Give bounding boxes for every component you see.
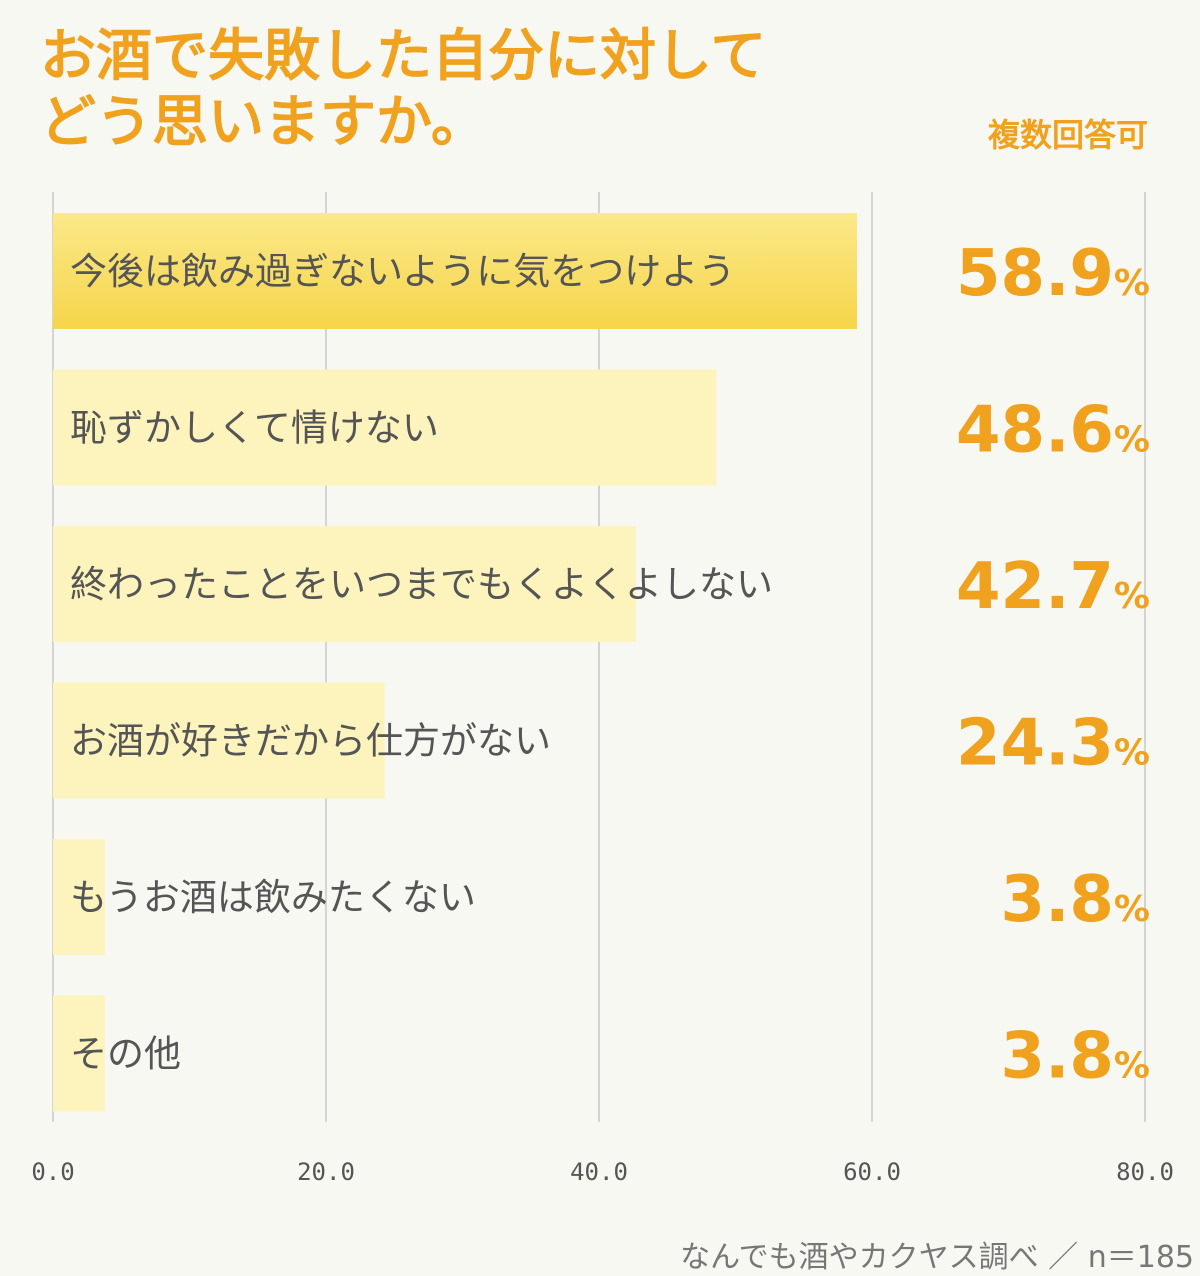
x-tick-label: 20.0	[297, 1158, 355, 1186]
bar	[53, 369, 717, 486]
category-label: お酒が好きだから仕方がない	[70, 720, 551, 763]
x-tick-label: 80.0	[1116, 1158, 1174, 1186]
bar	[53, 526, 636, 642]
x-tick-label: 0.0	[31, 1158, 74, 1186]
bar	[53, 682, 385, 799]
chart-title-line-1: お酒で失敗した自分に対して	[40, 24, 767, 89]
category-label: 今後は飲み過ぎないように気をつけよう	[70, 250, 735, 293]
category-label: 恥ずかしくて情けない	[70, 407, 439, 450]
value-label: 48.6%	[956, 394, 1150, 468]
category-label: その他	[70, 1033, 181, 1076]
bar	[53, 995, 105, 1112]
value-label: 24.3%	[956, 707, 1150, 781]
x-tick-label: 60.0	[843, 1158, 901, 1186]
value-label: 3.8%	[1001, 863, 1150, 937]
chart-title-line-2: どう思いますか。	[40, 90, 487, 155]
multiple-answer-note: 複数回答可	[987, 116, 1148, 154]
value-label: 42.7%	[956, 550, 1150, 624]
category-label: もうお酒は飲みたくない	[70, 876, 476, 919]
x-tick-label: 40.0	[570, 1158, 628, 1186]
value-label: 58.9%	[956, 237, 1150, 311]
category-label: 終わったことをいつまでもくよくよしない	[70, 563, 773, 606]
bar	[53, 213, 857, 329]
value-label: 3.8%	[1001, 1020, 1150, 1094]
bar	[53, 839, 105, 955]
source-note: なんでも酒やカクヤス調べ ／ n＝185	[680, 1240, 1194, 1275]
